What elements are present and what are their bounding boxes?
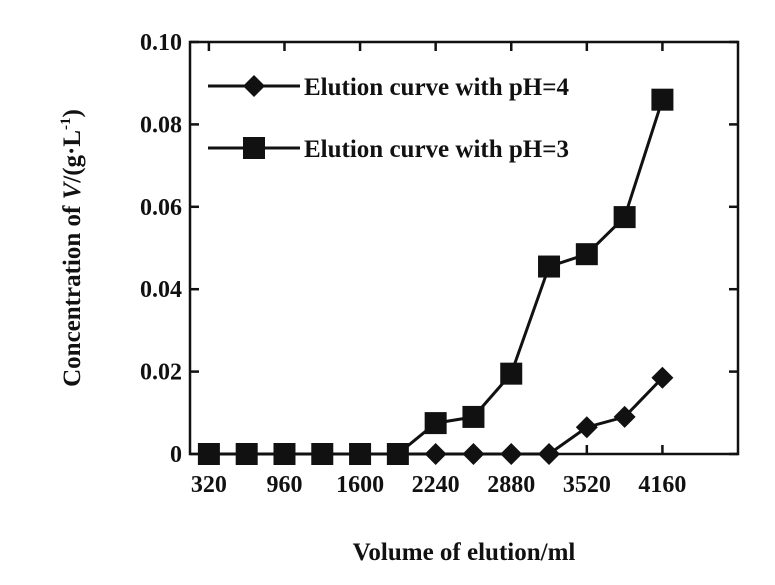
- y-tick-label: 0.02: [140, 360, 182, 386]
- x-tick-label: 320: [191, 472, 227, 498]
- data-point: [386, 443, 409, 465]
- data-point: [651, 366, 674, 389]
- legend-label: Elution curve with pH=4: [304, 74, 569, 101]
- x-tick-label: 1600: [336, 472, 384, 498]
- x-axis-ticks: 320 960 1600 2240 2880 3520 4160: [191, 42, 686, 498]
- series-layer: [197, 88, 674, 465]
- legend-entry-1: Elution curve with pH=4: [208, 74, 569, 101]
- data-point: [273, 443, 296, 465]
- x-tick-label: 4160: [638, 472, 686, 498]
- y-tick-label: 0.06: [140, 195, 182, 221]
- x-tick-label: 960: [266, 472, 302, 498]
- legend: Elution curve with pH=4 Elution curve wit…: [208, 74, 569, 163]
- data-point: [424, 412, 447, 435]
- data-point: [500, 362, 523, 385]
- data-point: [538, 255, 561, 278]
- data-point: [575, 416, 598, 439]
- y-tick-label: 0.10: [140, 30, 182, 56]
- y-axis-label: Concentration of V/(g·L-1): [58, 109, 86, 387]
- y-axis-label-superscript: -1: [58, 117, 74, 130]
- y-axis-label-part-1: Concentration of: [59, 199, 86, 386]
- data-point: [538, 443, 561, 465]
- data-point: [613, 405, 636, 428]
- y-axis-label-part-3: /(g·L: [59, 130, 86, 184]
- x-axis-label: Volume of elution/ml: [353, 539, 576, 566]
- data-point: [424, 443, 447, 465]
- x-tick-label: 2880: [487, 472, 535, 498]
- y-axis-label-part-5: ): [59, 109, 86, 117]
- data-point: [235, 443, 258, 465]
- data-point: [613, 206, 636, 229]
- data-point: [575, 243, 598, 266]
- data-point: [311, 443, 334, 465]
- legend-label: Elution curve with pH=3: [304, 136, 569, 163]
- data-point: [197, 443, 220, 465]
- legend-entry-2: Elution curve with pH=3: [208, 136, 569, 163]
- y-tick-label: 0.08: [140, 112, 182, 138]
- x-tick-label: 3520: [563, 472, 611, 498]
- data-point: [462, 405, 485, 428]
- y-tick-label: 0.04: [140, 277, 182, 303]
- data-point: [462, 443, 485, 465]
- x-tick-label: 2240: [412, 472, 460, 498]
- data-point: [651, 88, 674, 111]
- data-point: [500, 443, 523, 465]
- y-tick-label: 0: [170, 442, 182, 468]
- data-point: [349, 443, 372, 465]
- legend-marker: [243, 137, 265, 159]
- legend-marker: [243, 75, 265, 97]
- y-axis-label-part-2: V: [59, 180, 86, 199]
- y-axis-ticks: 0 0.02 0.04 0.06 0.08 0.10: [140, 30, 738, 468]
- series-2: [197, 88, 674, 465]
